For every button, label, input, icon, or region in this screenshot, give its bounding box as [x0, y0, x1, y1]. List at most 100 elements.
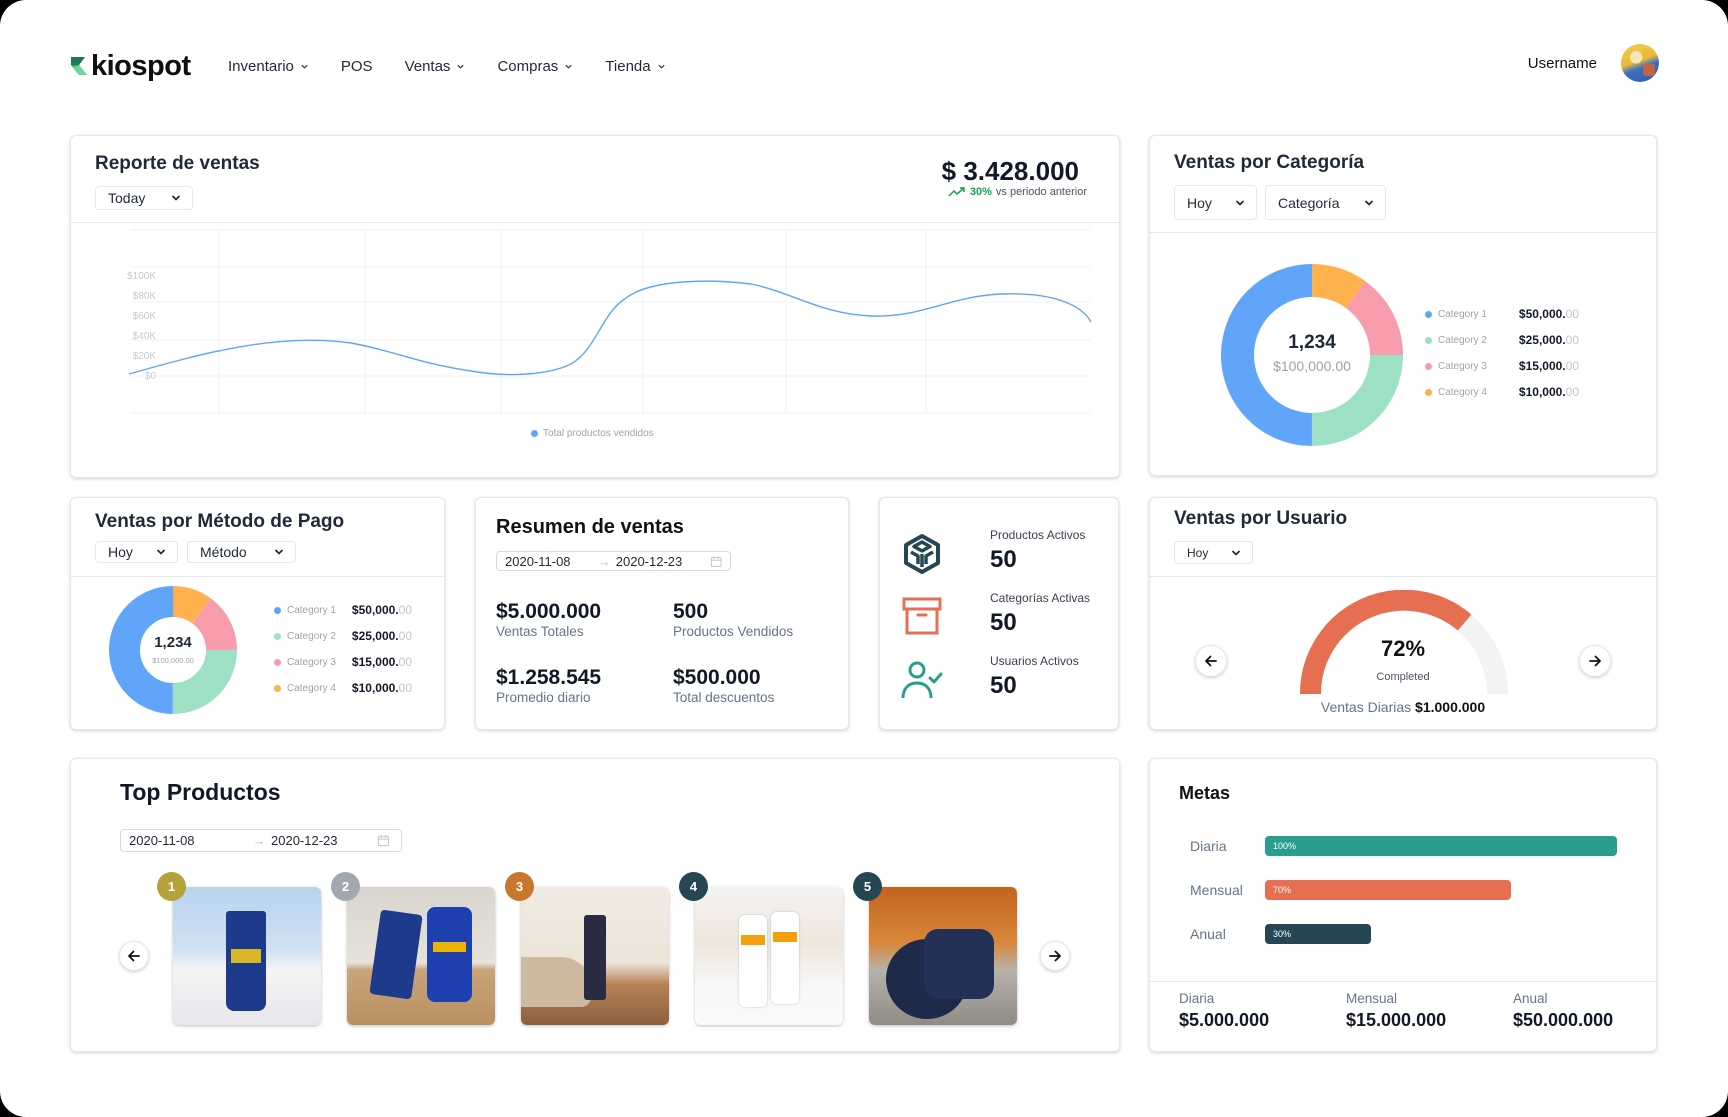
active-counts-card: Productos Activos 50 Categorías Activas …: [879, 497, 1119, 730]
date-range-picker[interactable]: 2020-11-08 → 2020-12-23: [496, 551, 731, 571]
card-title: Ventas por Usuario: [1174, 508, 1348, 529]
product-card-1[interactable]: [173, 887, 321, 1025]
stat-label: Productos Vendidos: [673, 624, 794, 639]
chevron-down-icon: [657, 64, 665, 69]
select-value: Today: [108, 190, 146, 206]
card-title: Metas: [1179, 783, 1231, 803]
legend-dot: [531, 430, 538, 437]
value-cents: 00: [1565, 359, 1579, 373]
value-cents: 00: [398, 629, 412, 643]
stat-total-descuentos: $500.000 Total descuentos: [673, 666, 774, 705]
nav-label: Inventario: [228, 58, 294, 75]
value-cents: 00: [398, 681, 412, 695]
value-cents: 00: [1565, 307, 1579, 321]
user-check-icon: [901, 661, 943, 699]
archive-box-icon: [902, 597, 942, 635]
goal-label: Mensual: [1190, 882, 1243, 898]
legend-label: Category 1: [1438, 308, 1487, 320]
period-select[interactable]: Hoy: [1174, 185, 1257, 220]
legend-dot: [274, 684, 281, 692]
previous-user-button[interactable]: [1195, 645, 1227, 677]
legend-label: Category 3: [287, 656, 336, 668]
previous-products-button[interactable]: [119, 941, 149, 971]
next-products-button[interactable]: [1040, 941, 1070, 971]
product-card-2[interactable]: [347, 887, 495, 1025]
legend-value: $15,000.00: [1519, 359, 1579, 373]
stat-productos-vendidos: 500 Productos Vendidos: [673, 600, 793, 639]
method-select[interactable]: Método: [187, 541, 296, 563]
period-select[interactable]: Hoy: [95, 541, 178, 563]
username: Username: [1527, 54, 1597, 72]
goal-label: Anual: [1190, 926, 1226, 942]
product-image: [739, 915, 767, 1007]
stat-ventas-totales: $5.000.000 Ventas Totales: [496, 600, 601, 639]
goal-progress-bar: 30%: [1265, 924, 1371, 944]
legend-label: Category 1: [287, 604, 336, 616]
divider: [1150, 576, 1656, 577]
active-value: 50: [990, 546, 1017, 573]
period-select[interactable]: Hoy: [1174, 541, 1253, 564]
calendar-icon: [377, 834, 390, 847]
y-tick: $100K: [127, 271, 156, 282]
nav-inventario[interactable]: Inventario: [228, 58, 309, 75]
daily-sales: Ventas Diarias $1.000.000: [1150, 699, 1656, 715]
legend-dot: [274, 606, 281, 614]
legend-value: $50,000.00: [1519, 307, 1579, 321]
date-from[interactable]: 2020-11-08: [505, 553, 571, 569]
product-card-3[interactable]: [521, 887, 669, 1025]
brand-logo[interactable]: kiospot: [69, 50, 191, 83]
select-value: Método: [200, 544, 247, 560]
y-tick: $40K: [132, 331, 156, 342]
select-value: Hoy: [1187, 194, 1212, 211]
user-menu[interactable]: Username: [1528, 44, 1659, 82]
sales-trend: 30% vs periodo anterior: [948, 186, 1087, 198]
legend-label: Category 4: [287, 682, 336, 694]
sales-report-card: Reporte de ventas Today $ 3.428.000 30% …: [70, 135, 1120, 478]
arrow-right-icon: [1589, 655, 1601, 667]
donut-center-value: 1,234: [1288, 332, 1336, 353]
date-to[interactable]: 2020-12-23: [615, 553, 683, 569]
category-select[interactable]: Categoría: [1265, 185, 1386, 220]
chevron-down-icon: [1364, 199, 1374, 206]
legend-value: $25,000.00: [352, 629, 412, 643]
donut-svg: [1221, 264, 1403, 446]
goal-label: Diaria: [1190, 838, 1227, 854]
arrow-right-icon: →: [597, 553, 611, 569]
trend-label: vs periodo anterior: [995, 186, 1087, 198]
nav-pos[interactable]: POS: [341, 58, 373, 75]
calendar-icon: [710, 555, 722, 567]
nav-ventas[interactable]: Ventas: [405, 58, 466, 75]
nav-compras[interactable]: Compras: [497, 58, 573, 75]
value-main: $10,000.: [1518, 385, 1566, 399]
y-tick: $80K: [132, 291, 156, 302]
goal-progress-bar: 100%: [1265, 836, 1617, 856]
value-cents: 00: [1565, 333, 1579, 347]
legend-item: Category 1: [274, 603, 336, 617]
legend-value: $10,000.00: [1519, 385, 1579, 399]
legend-dot: [1425, 388, 1432, 396]
active-label: Categorías Activas: [990, 591, 1091, 605]
date-to[interactable]: 2020-12-23: [271, 833, 338, 848]
legend-value: $50,000.00: [352, 603, 412, 617]
product-card-5[interactable]: [869, 887, 1017, 1025]
legend-item: Category 4: [1425, 385, 1487, 399]
product-image: [226, 911, 266, 1011]
next-user-button[interactable]: [1579, 645, 1611, 677]
stat-label: Ventas Totales: [496, 624, 584, 639]
period-select[interactable]: Today: [95, 186, 193, 210]
cube-icon: [904, 534, 940, 574]
nav-tienda[interactable]: Tienda: [605, 58, 665, 75]
goal-total-label: Mensual: [1346, 991, 1398, 1006]
active-value: 50: [990, 672, 1017, 699]
active-users: Usuarios Activos 50: [900, 654, 1079, 702]
value-main: $10,000.: [351, 681, 399, 695]
legend-label: Category 3: [1438, 360, 1487, 372]
date-range-picker[interactable]: 2020-11-08 → 2020-12-23: [120, 829, 402, 852]
date-from[interactable]: 2020-11-08: [129, 833, 195, 848]
avatar[interactable]: [1621, 44, 1659, 82]
stat-value: $500.000: [673, 666, 761, 689]
product-card-4[interactable]: [695, 887, 843, 1025]
y-tick: $60K: [132, 311, 156, 322]
card-title: Resumen de ventas: [496, 516, 684, 538]
